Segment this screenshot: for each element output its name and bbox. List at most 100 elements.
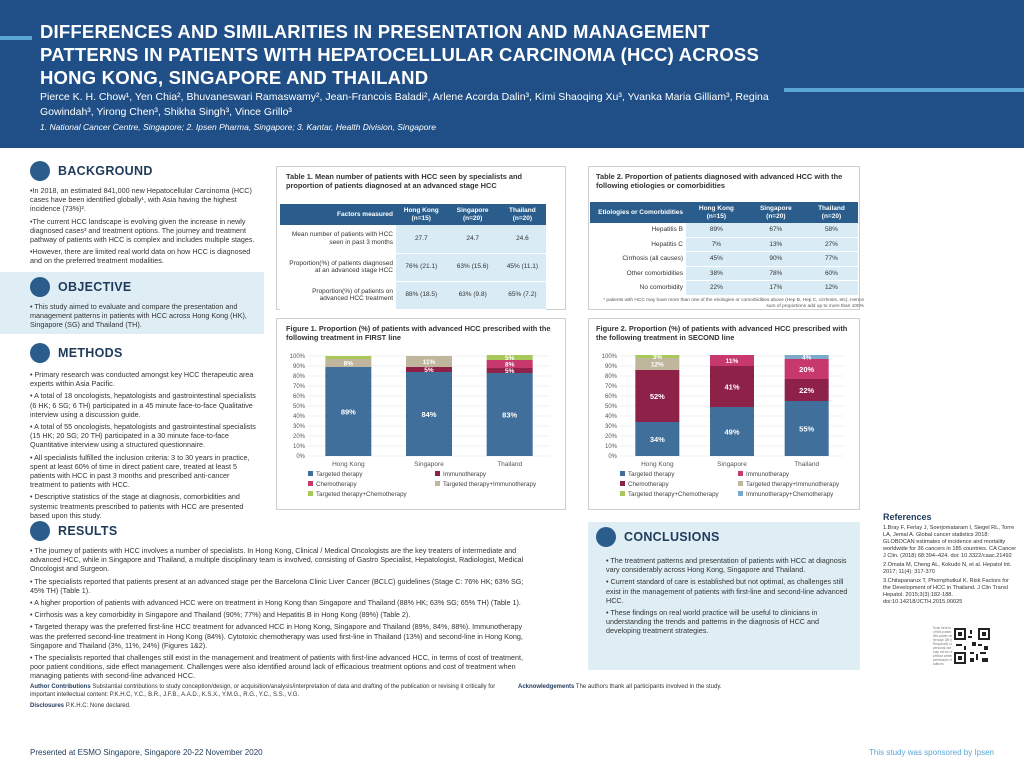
header-accent-right xyxy=(784,88,1024,92)
legend-label: Targeted therapy+Immunotherapy xyxy=(443,481,537,488)
conclusions-heading: CONCLUSIONS xyxy=(596,526,720,548)
data-label: 49% xyxy=(724,427,739,436)
results-heading: RESULTS xyxy=(30,520,118,542)
qr-code-icon[interactable] xyxy=(952,626,992,666)
legend-swatch xyxy=(435,471,440,476)
data-label: 84% xyxy=(421,410,436,419)
bar-segment xyxy=(710,366,754,407)
legend-label: Targeted therapy+Chemotherapy xyxy=(316,491,408,498)
y-tick-label: 80% xyxy=(293,374,306,380)
legend-swatch xyxy=(620,471,625,476)
legend-label: Immunotherapy xyxy=(443,471,487,478)
bar-segment xyxy=(325,359,372,367)
author-list: Pierce K. H. Chow¹, Yen Chia², Bhuvanesw… xyxy=(40,91,769,118)
bar-segment xyxy=(325,367,372,456)
y-tick-label: 0% xyxy=(608,454,617,460)
legend-swatch xyxy=(738,491,743,496)
y-tick-label: 70% xyxy=(293,384,306,390)
data-label: 11% xyxy=(726,358,739,365)
table-row: Proportion(%) of patients diagnosed at a… xyxy=(280,253,546,282)
bar-segment xyxy=(635,370,680,422)
presented-at: Presented at ESMO Singapore, Singapore 2… xyxy=(30,748,263,757)
y-tick-label: 0% xyxy=(296,454,305,460)
data-label: 34% xyxy=(650,435,665,444)
data-label: 5% xyxy=(505,355,515,362)
y-tick-label: 40% xyxy=(605,414,618,420)
y-tick-label: 100% xyxy=(602,354,618,360)
y-tick-label: 70% xyxy=(605,384,618,390)
legend-swatch xyxy=(308,481,313,486)
author-contributions: Author Contributions Substantial contrib… xyxy=(30,684,496,698)
table-row: Hepatitis B 89% 67% 58% xyxy=(590,223,858,238)
bar-segment xyxy=(486,360,533,368)
bar-segment xyxy=(784,359,829,379)
affiliations: 1. National Cancer Centre, Singapore; 2.… xyxy=(40,122,436,132)
conclusions-text: • The treatment patterns and presentatio… xyxy=(606,556,848,636)
legend-swatch xyxy=(738,481,743,486)
table2-footnote: * patients with HCC may have more than o… xyxy=(603,298,864,309)
table1: Factors measured Hong Kong (n=15) Singap… xyxy=(280,204,546,310)
y-tick-label: 30% xyxy=(605,424,618,430)
table-row: Cirrhosis (all causes) 45% 90% 77% xyxy=(590,251,858,267)
x-tick-label: Thailand xyxy=(794,461,819,468)
table2-header: Singapore (n=20) xyxy=(746,202,805,223)
legend-swatch xyxy=(308,491,313,496)
data-label: 89% xyxy=(341,407,356,416)
y-tick-label: 40% xyxy=(293,414,306,420)
header-accent-left xyxy=(0,36,32,40)
references-heading: References xyxy=(883,512,932,522)
table1-header: Factors measured xyxy=(280,204,396,225)
legend-swatch xyxy=(620,481,625,486)
bar-segment xyxy=(784,401,829,456)
sponsor-note: This study was sponsored by Ipsen xyxy=(869,748,994,757)
y-tick-label: 60% xyxy=(293,394,306,400)
qr-note: Scan here to view a PDF of this poster. … xyxy=(933,626,969,666)
table1-header: Singapore (n=20) xyxy=(446,204,499,225)
table-row: Proportion(%) of patients on advanced HC… xyxy=(280,281,546,310)
data-label: 8% xyxy=(505,362,515,369)
table2-header: Hong Kong (n=15) xyxy=(686,202,747,223)
section-bullet-icon xyxy=(30,343,50,363)
legend-label: Targeted therapy xyxy=(316,471,363,478)
y-tick-label: 100% xyxy=(290,354,306,360)
table2-header: Etiologies or Comorbidities xyxy=(590,202,686,223)
bar-segment xyxy=(486,373,533,456)
table-row: Other comorbidities 38% 78% 60% xyxy=(590,266,858,281)
methods-heading: METHODS xyxy=(30,342,123,364)
data-label: 12% xyxy=(651,362,664,369)
table2-title: Table 2. Proportion of patients diagnose… xyxy=(596,172,843,190)
data-label: 4% xyxy=(802,355,812,362)
bar-segment xyxy=(486,368,533,373)
legend-swatch xyxy=(308,471,313,476)
x-tick-label: Singapore xyxy=(414,461,444,468)
disclosures: Disclosures P.K.H.C: None declared. xyxy=(30,703,131,709)
bar-segment xyxy=(710,407,754,456)
table-row: No comorbidity 22% 17% 12% xyxy=(590,280,858,296)
y-tick-label: 50% xyxy=(293,404,306,410)
legend-label: Immunotherapy xyxy=(746,471,790,478)
bar-segment xyxy=(635,358,680,370)
references-list: 1.Bray F, Ferlay J, Soerjomataram I, Sie… xyxy=(883,525,1017,605)
data-label: 11% xyxy=(423,359,436,366)
y-tick-label: 50% xyxy=(605,404,618,410)
section-bullet-icon xyxy=(596,527,616,547)
table2: Etiologies or Comorbidities Hong Kong (n… xyxy=(590,202,858,296)
figure1-chart: 0% 10% 20% 30% 40% 50% 60% 70% 80% 90% 100% 89% 8% Ho… xyxy=(290,354,550,498)
data-label: 22% xyxy=(799,386,814,395)
legend-label: Targeted therapy+Immunotherapy xyxy=(746,481,840,488)
y-tick-label: 20% xyxy=(605,434,618,440)
poster-header: DIFFERENCES AND SIMILARITIES IN PRESENTA… xyxy=(0,0,1024,148)
data-label: 41% xyxy=(724,382,739,391)
bar-segment xyxy=(406,367,452,372)
y-tick-label: 90% xyxy=(605,364,618,370)
objective-text: • This study aimed to evaluate and compa… xyxy=(30,302,247,330)
bar-segment xyxy=(635,355,680,358)
section-bullet-icon xyxy=(30,161,50,181)
bar-segment xyxy=(710,355,754,366)
background-heading: BACKGROUND xyxy=(30,160,153,182)
y-tick-label: 60% xyxy=(605,394,618,400)
legend-label: Targeted therapy xyxy=(628,471,675,478)
legend-swatch xyxy=(435,481,440,486)
methods-text: • Primary research was conducted amongst… xyxy=(30,370,256,520)
y-tick-label: 20% xyxy=(293,434,306,440)
